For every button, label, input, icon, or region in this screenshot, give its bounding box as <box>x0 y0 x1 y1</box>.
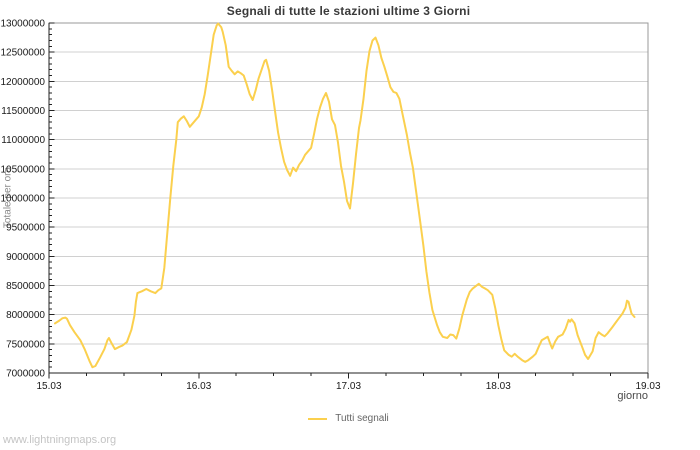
legend: Tutti segnali <box>49 413 648 424</box>
chart-title: Segnali di tutte le stazioni ultime 3 Gi… <box>226 4 471 18</box>
svg-text:8500000: 8500000 <box>6 281 45 292</box>
svg-text:9500000: 9500000 <box>6 223 45 234</box>
svg-text:19.03: 19.03 <box>635 381 660 392</box>
watermark: www.lightningmaps.org <box>3 434 117 446</box>
svg-text:16.03: 16.03 <box>186 381 211 392</box>
svg-text:7500000: 7500000 <box>6 339 45 350</box>
svg-text:12500000: 12500000 <box>1 48 46 59</box>
x-axis-title: giorno <box>617 390 648 402</box>
svg-text:17.03: 17.03 <box>336 381 361 392</box>
svg-text:15.03: 15.03 <box>36 381 61 392</box>
legend-series-label: Tutti segnali <box>335 413 389 424</box>
svg-text:10500000: 10500000 <box>1 164 46 175</box>
svg-text:9000000: 9000000 <box>6 252 45 263</box>
svg-text:10000000: 10000000 <box>1 194 46 205</box>
svg-text:11500000: 11500000 <box>1 106 45 117</box>
legend-line-swatch <box>308 417 328 420</box>
svg-text:11000000: 11000000 <box>1 135 45 146</box>
svg-text:8000000: 8000000 <box>6 310 45 321</box>
svg-text:18.03: 18.03 <box>486 381 511 392</box>
svg-text:13000000: 13000000 <box>1 19 46 30</box>
svg-text:12000000: 12000000 <box>1 77 46 88</box>
svg-text:7000000: 7000000 <box>6 369 45 380</box>
